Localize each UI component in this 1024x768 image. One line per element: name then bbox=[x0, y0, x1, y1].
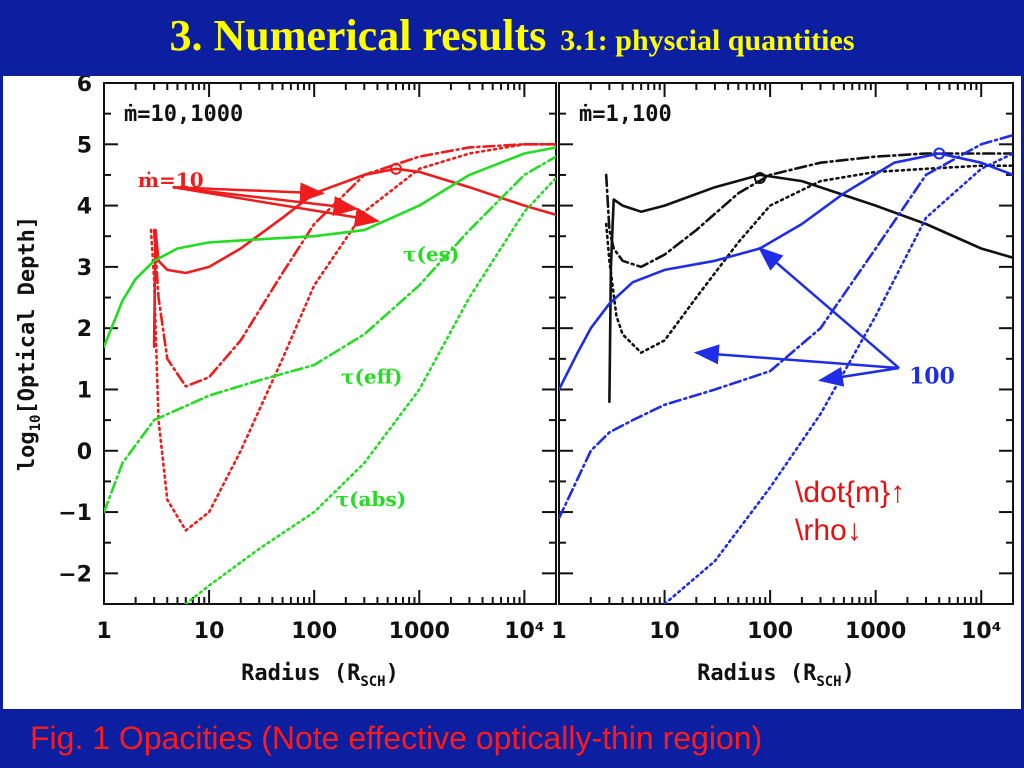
y-tick-label: 5 bbox=[77, 133, 92, 158]
slide-subtitle: 3.1: physcial quantities bbox=[560, 24, 855, 57]
x-tick-label: 10 bbox=[194, 619, 225, 644]
y-tick-label: 3 bbox=[77, 256, 92, 281]
y-tick-label: 4 bbox=[77, 195, 92, 220]
x-tick-label: 10⁴ bbox=[961, 619, 1001, 644]
peak-marker bbox=[389, 162, 402, 175]
x-tick-label: 100 bbox=[747, 619, 793, 644]
annotation-arrow bbox=[693, 344, 900, 370]
y-tick-label: −2 bbox=[58, 562, 92, 587]
x-axis-label: Radius (RSCH) bbox=[241, 661, 399, 690]
y-tick-label: 0 bbox=[77, 440, 92, 465]
x-tick-label: 1 bbox=[96, 619, 111, 644]
y-tick-label: 1 bbox=[77, 378, 92, 403]
plot-frame bbox=[103, 82, 557, 605]
x-tick-label: 10⁴ bbox=[504, 619, 544, 644]
y-axis-label: log10[Optical Depth] bbox=[15, 216, 44, 471]
y-tick-label: 6 bbox=[77, 76, 92, 97]
figure-panel: 1 10 100 1000 10⁴ 6 5 4 3 2 1 0 −1 −2 ṁ=10,1000 Radius … bbox=[3, 76, 1021, 709]
x-tick-label: 10 bbox=[649, 619, 680, 644]
x-tick-label: 100 bbox=[291, 619, 337, 644]
y-tick-label: −1 bbox=[58, 501, 92, 526]
annotation-arrow bbox=[818, 366, 900, 387]
series-line-red-dashdot bbox=[152, 143, 556, 388]
peak-marker bbox=[753, 172, 766, 185]
series-line-green-dashdot bbox=[104, 155, 556, 514]
series-line-black-solid bbox=[608, 173, 1013, 404]
mdot-annotation: ṁ=10,1000 bbox=[124, 102, 243, 127]
left-chart-panel: 1 10 100 1000 10⁴6543210−1−2ṁ=10,1000Radius … bbox=[15, 76, 557, 690]
series-line-red-solid bbox=[152, 167, 556, 348]
slide-title: 3. Numerical results bbox=[169, 11, 547, 60]
annotation-arrow bbox=[172, 185, 380, 228]
curve-label: τ(eff) bbox=[341, 364, 403, 388]
series-line-blue-dashdot bbox=[559, 133, 1013, 520]
series-line-black-dotted bbox=[604, 164, 1013, 355]
mdot-annotation: ṁ=1,100 bbox=[579, 102, 672, 127]
series-line-blue-solid bbox=[559, 152, 1013, 391]
series-line-black-dashdot bbox=[604, 152, 1013, 269]
annotation-arrow bbox=[172, 185, 359, 216]
series-line-green-dotted bbox=[184, 176, 556, 604]
x-axis-label: Radius (RSCH) bbox=[697, 661, 855, 690]
series-line-green-solid bbox=[104, 146, 556, 348]
mdot-100-label: 100 bbox=[909, 363, 955, 389]
series-group bbox=[559, 133, 1013, 604]
annotation-arrow bbox=[757, 246, 900, 369]
x-tick-label: 1 bbox=[551, 619, 566, 644]
annotation-arrow bbox=[172, 182, 326, 203]
header-bar: 3. Numerical results 3.1: physcial quanti… bbox=[0, 0, 1024, 76]
opacity-figure: 1 10 100 1000 10⁴6543210−1−2ṁ=10,1000Radius … bbox=[15, 76, 1014, 690]
x-tick-label: 1000 bbox=[389, 619, 450, 644]
curve-label: τ(es) bbox=[403, 242, 459, 266]
trend-note: \dot{m}↑ \rho↓ bbox=[795, 474, 995, 550]
x-tick-label: 1000 bbox=[845, 619, 906, 644]
curve-label: τ(abs) bbox=[336, 487, 407, 511]
series-group bbox=[104, 143, 556, 604]
figure-caption: Fig. 1 Opacities (Note effective optical… bbox=[30, 720, 763, 756]
y-tick-label: 2 bbox=[77, 317, 92, 342]
plot-frame bbox=[558, 82, 1014, 605]
trend-note-rho: \rho↓ bbox=[795, 514, 862, 547]
trend-note-mdot: \dot{m}↑ bbox=[795, 476, 906, 509]
peak-marker bbox=[933, 147, 946, 160]
right-chart-panel: 1 10 100 1000 10⁴ ṁ=1,100 Radius (RSCH) 100 bbox=[551, 82, 1014, 690]
series-line-red-dotted bbox=[149, 143, 556, 532]
